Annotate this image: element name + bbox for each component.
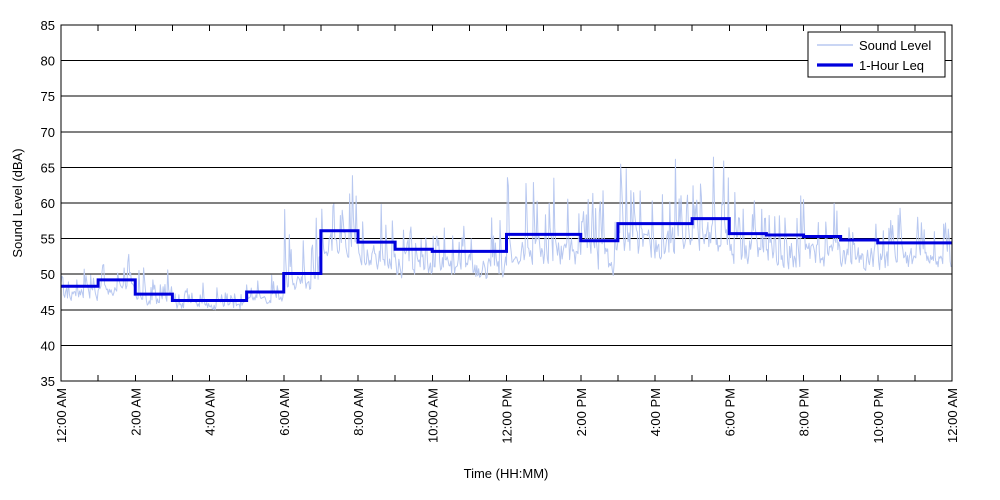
y-tick-label-55: 55	[41, 232, 55, 247]
x-tick-label-11: 10:00 PM	[871, 388, 886, 444]
y-tick-label-40: 40	[41, 338, 55, 353]
x-tick-label-3: 6:00 AM	[277, 388, 292, 436]
y-axis-ticks: 35 40 45 50 55 60 65 70 75 80 85	[41, 18, 67, 389]
x-tick-label-10: 8:00 PM	[797, 388, 812, 436]
y-tick-label-45: 45	[41, 303, 55, 318]
legend-label-sound-level: Sound Level	[859, 38, 931, 53]
x-tick-label-12: 12:00 AM	[945, 388, 960, 443]
x-axis-title: Time (HH:MM)	[464, 466, 549, 481]
y-tick-label-65: 65	[41, 160, 55, 175]
x-axis-ticks: 12:00 AM 2:00 AM 4:00 AM 6:00 AM 8:00 AM 10:0…	[54, 25, 960, 444]
legend-label-one-hour-leq: 1-Hour Leq	[859, 58, 924, 73]
y-axis-title: Sound Level (dBA)	[10, 148, 25, 257]
y-tick-label-75: 75	[41, 89, 55, 104]
x-tick-label-8: 4:00 PM	[648, 388, 663, 436]
x-tick-label-2: 4:00 AM	[203, 388, 218, 436]
x-tick-label-7: 2:00 PM	[574, 388, 589, 436]
y-tick-label-80: 80	[41, 54, 55, 69]
one-hour-leq-step-line	[61, 217, 952, 303]
chart-legend[interactable]: Sound Level 1-Hour Leq	[807, 31, 946, 78]
one-hour-leq-series	[61, 217, 952, 303]
legend-box	[807, 31, 946, 78]
y-tick-label-85: 85	[41, 18, 55, 33]
y-tick-label-60: 60	[41, 196, 55, 211]
gridlines	[61, 60, 952, 346]
sound-level-series	[60, 156, 952, 311]
x-tick-label-0: 12:00 AM	[54, 388, 69, 443]
y-tick-label-50: 50	[41, 267, 55, 282]
y-tick-label-70: 70	[41, 125, 55, 140]
x-tick-label-9: 6:00 PM	[722, 388, 737, 436]
x-tick-label-4: 8:00 AM	[351, 388, 366, 436]
sound-level-trace	[60, 156, 952, 311]
x-tick-label-5: 10:00 AM	[425, 388, 440, 443]
y-tick-label-35: 35	[41, 374, 55, 389]
x-tick-label-1: 2:00 AM	[128, 388, 143, 436]
x-tick-label-6: 12:00 PM	[500, 388, 515, 444]
